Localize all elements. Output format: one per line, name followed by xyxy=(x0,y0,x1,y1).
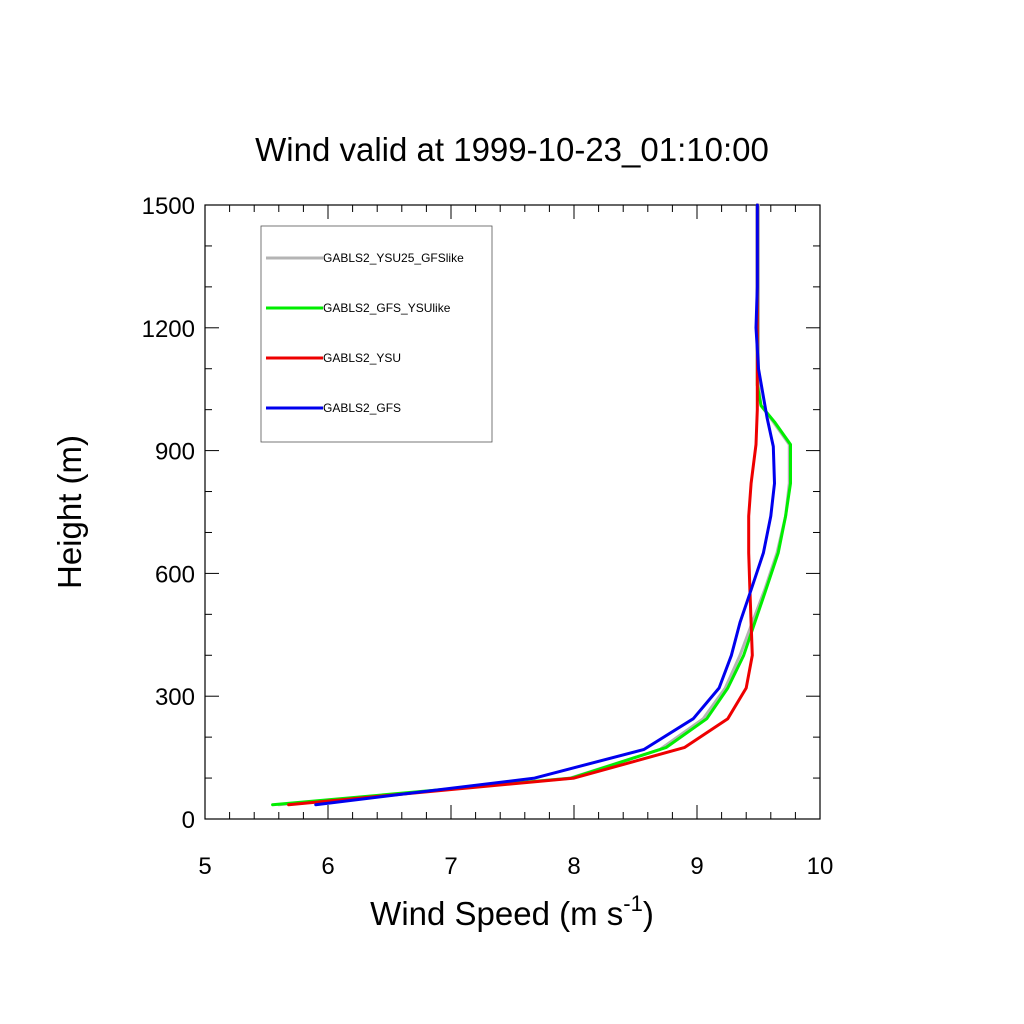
plot-border xyxy=(204,204,821,820)
chart-title: Wind valid at 1999-10-23_01:10:00 xyxy=(255,131,769,168)
series-line-gabls2-gfs-ysulike xyxy=(271,203,792,807)
series-line-gabls2-gfs xyxy=(314,203,776,807)
x-tick-label: 5 xyxy=(198,853,211,880)
x-axis-title-suffix: ) xyxy=(643,895,654,932)
legend-label: GABLS2_GFS xyxy=(323,401,401,415)
x-tick-label: 10 xyxy=(807,853,834,880)
y-tick-label: 600 xyxy=(155,561,195,588)
series-line-gabls2-ysu xyxy=(287,203,759,807)
x-axis-title: Wind Speed (m s-1) xyxy=(370,891,654,932)
y-tick-label: 1200 xyxy=(142,316,195,343)
x-tick-label: 9 xyxy=(690,853,703,880)
axis-ticks: 5 6 7 8 9 10 0 300 600 900 1200 1500 xyxy=(142,193,834,880)
x-axis-title-main: Wind Speed (m s xyxy=(370,895,623,932)
legend-label: GABLS2_GFS_YSUlike xyxy=(323,301,451,315)
x-tick-label: 7 xyxy=(444,853,457,880)
x-tick-label: 6 xyxy=(321,853,334,880)
legend: GABLS2_YSU25_GFSlike GABLS2_GFS_YSUlike GA… xyxy=(260,225,493,443)
legend-label: GABLS2_YSU25_GFSlike xyxy=(323,251,464,265)
legend-box xyxy=(260,225,493,443)
x-tick-label: 8 xyxy=(567,853,580,880)
y-tick-label: 1500 xyxy=(142,193,195,220)
x-axis-title-superscript: -1 xyxy=(623,891,643,916)
y-axis-title: Height (m) xyxy=(51,435,88,589)
data-series-layer xyxy=(271,203,792,807)
plot-frame xyxy=(204,204,821,820)
y-tick-label: 900 xyxy=(155,439,195,466)
legend-label: GABLS2_YSU xyxy=(323,351,401,365)
y-tick-label: 300 xyxy=(155,684,195,711)
y-tick-label: 0 xyxy=(182,807,195,834)
